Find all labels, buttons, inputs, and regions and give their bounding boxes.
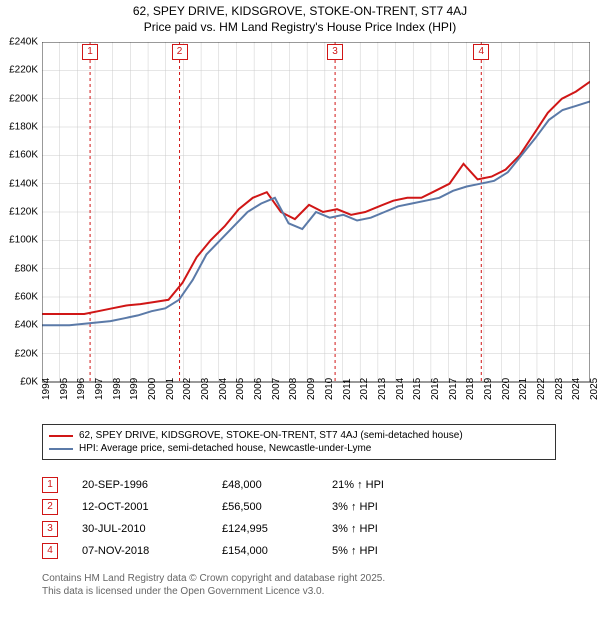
x-tick-label: 2001 [165,378,176,400]
row-marker-box: 1 [42,477,58,493]
y-tick-label: £200K [0,93,38,104]
x-tick-label: 2019 [483,378,494,400]
x-tick-label: 1997 [94,378,105,400]
row-date: 20-SEP-1996 [82,479,222,491]
row-marker-box: 2 [42,499,58,515]
x-tick-label: 2016 [430,378,441,400]
row-price: £124,995 [222,523,332,535]
x-tick-label: 2020 [501,378,512,400]
y-tick-label: £20K [0,348,38,359]
table-row: 1 20-SEP-1996£48,00021% ↑ HPI [42,474,452,496]
x-tick-label: 2002 [182,378,193,400]
x-tick-label: 2010 [324,378,335,400]
y-tick-label: £60K [0,292,38,303]
x-tick-label: 1996 [76,378,87,400]
y-tick-label: £140K [0,178,38,189]
x-tick-label: 2017 [448,378,459,400]
x-tick-label: 2013 [377,378,388,400]
chart-svg [42,42,590,420]
x-tick-label: 2024 [571,378,582,400]
x-tick-label: 2018 [465,378,476,400]
x-tick-label: 2012 [359,378,370,400]
row-marker-cell: 3 [42,521,82,537]
x-tick-label: 2006 [253,378,264,400]
chart-title: 62, SPEY DRIVE, KIDSGROVE, STOKE-ON-TREN… [0,0,600,35]
row-price: £56,500 [222,501,332,513]
y-tick-label: £40K [0,320,38,331]
x-tick-label: 2022 [536,378,547,400]
legend-swatch [49,435,73,437]
x-tick-label: 2021 [518,378,529,400]
row-date: 07-NOV-2018 [82,545,222,557]
row-marker-cell: 2 [42,499,82,515]
y-tick-label: £240K [0,37,38,48]
sales-table: 1 20-SEP-1996£48,00021% ↑ HPI 2 12-OCT-2001… [42,474,452,562]
y-tick-label: £100K [0,235,38,246]
legend-label: 62, SPEY DRIVE, KIDSGROVE, STOKE-ON-TREN… [79,430,463,441]
row-hpi-delta: 3% ↑ HPI [332,501,452,513]
x-tick-label: 2009 [306,378,317,400]
y-tick-label: £220K [0,65,38,76]
y-tick-label: £160K [0,150,38,161]
x-tick-label: 2014 [395,378,406,400]
x-tick-label: 2007 [271,378,282,400]
x-tick-label: 2008 [288,378,299,400]
row-price: £48,000 [222,479,332,491]
footer-line2: This data is licensed under the Open Gov… [42,585,385,598]
table-row: 4 07-NOV-2018£154,0005% ↑ HPI [42,540,452,562]
x-tick-label: 1998 [112,378,123,400]
row-date: 30-JUL-2010 [82,523,222,535]
x-tick-label: 2000 [147,378,158,400]
row-date: 12-OCT-2001 [82,501,222,513]
y-tick-label: £180K [0,122,38,133]
row-hpi-delta: 21% ↑ HPI [332,479,452,491]
x-tick-label: 1994 [41,378,52,400]
row-price: £154,000 [222,545,332,557]
y-tick-label: £120K [0,207,38,218]
x-tick-label: 2004 [218,378,229,400]
row-marker-cell: 4 [42,543,82,559]
table-row: 2 12-OCT-2001£56,5003% ↑ HPI [42,496,452,518]
chart-plot-area: £0K£20K£40K£60K£80K£100K£120K£140K£160K£… [42,42,590,382]
row-marker-cell: 1 [42,477,82,493]
x-tick-label: 1995 [59,378,70,400]
legend-label: HPI: Average price, semi-detached house,… [79,443,371,454]
chart-marker: 3 [327,44,343,60]
x-tick-label: 2023 [554,378,565,400]
y-tick-label: £0K [0,377,38,388]
row-marker-box: 4 [42,543,58,559]
legend-item: HPI: Average price, semi-detached house,… [49,442,549,455]
x-tick-label: 2005 [235,378,246,400]
x-tick-label: 2015 [412,378,423,400]
legend-box: 62, SPEY DRIVE, KIDSGROVE, STOKE-ON-TREN… [42,424,556,460]
legend-swatch [49,448,73,450]
chart-marker: 4 [473,44,489,60]
x-tick-label: 1999 [129,378,140,400]
x-tick-label: 2025 [589,378,600,400]
footer-line1: Contains HM Land Registry data © Crown c… [42,572,385,585]
footer-text: Contains HM Land Registry data © Crown c… [42,572,385,598]
table-row: 3 30-JUL-2010£124,9953% ↑ HPI [42,518,452,540]
title-line1: 62, SPEY DRIVE, KIDSGROVE, STOKE-ON-TREN… [0,4,600,20]
y-tick-label: £80K [0,263,38,274]
title-line2: Price paid vs. HM Land Registry's House … [0,20,600,36]
x-tick-label: 2003 [200,378,211,400]
chart-marker: 2 [172,44,188,60]
x-tick-label: 2011 [342,378,353,400]
row-hpi-delta: 3% ↑ HPI [332,523,452,535]
chart-marker: 1 [82,44,98,60]
legend-item: 62, SPEY DRIVE, KIDSGROVE, STOKE-ON-TREN… [49,429,549,442]
chart-container: 62, SPEY DRIVE, KIDSGROVE, STOKE-ON-TREN… [0,0,600,620]
row-hpi-delta: 5% ↑ HPI [332,545,452,557]
row-marker-box: 3 [42,521,58,537]
